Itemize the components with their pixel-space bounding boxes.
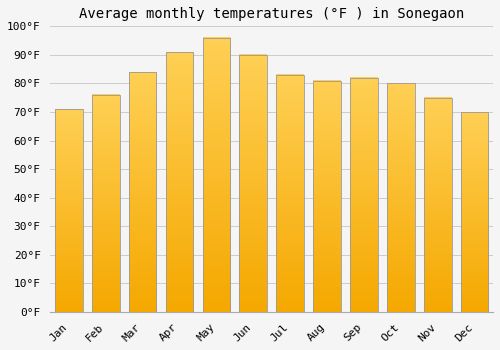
Bar bbox=[129, 72, 156, 312]
Bar bbox=[92, 95, 120, 312]
Bar bbox=[276, 75, 304, 312]
Title: Average monthly temperatures (°F ) in Sonegaon: Average monthly temperatures (°F ) in So… bbox=[79, 7, 464, 21]
Bar bbox=[166, 52, 194, 312]
Bar bbox=[424, 98, 452, 312]
Bar bbox=[55, 109, 82, 312]
Bar bbox=[202, 38, 230, 312]
Bar bbox=[461, 112, 488, 312]
Bar bbox=[350, 78, 378, 312]
Bar bbox=[240, 55, 267, 312]
Bar bbox=[387, 83, 414, 312]
Bar bbox=[313, 80, 341, 312]
